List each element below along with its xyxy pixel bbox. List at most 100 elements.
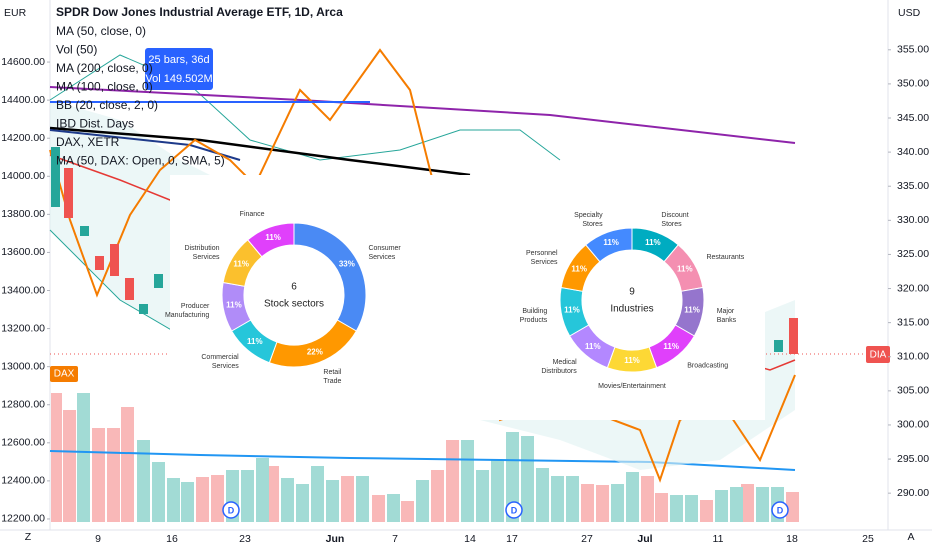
tick-label: 12400.00 — [1, 475, 45, 487]
tick-label: 320.00 — [897, 282, 929, 294]
tick-label: 13200.00 — [1, 322, 45, 334]
dia-price-line — [49, 48, 796, 483]
x-tick-label: 27 — [581, 533, 593, 545]
tick-label: 13000.00 — [1, 360, 45, 372]
donut-category-label: Consumer Services — [368, 245, 401, 261]
donut-value-label: 11% — [233, 260, 249, 269]
tick-label: 12800.00 — [1, 399, 45, 411]
ma-200 — [49, 86, 796, 144]
donut-count: 9 — [629, 287, 635, 298]
x-tick-label: 25 — [862, 533, 874, 545]
tick-label: 13800.00 — [1, 208, 45, 220]
donut-segment — [585, 227, 633, 263]
donut-value-label: 22% — [307, 347, 323, 356]
text-layer: SPDR Dow Jones Industrial Average ETF, 1… — [1, 5, 929, 545]
donut-category-label: Specialty Stores — [574, 212, 603, 228]
x-tick-label: Jul — [637, 533, 652, 545]
tick-label: 12600.00 — [1, 437, 45, 449]
tick-label: 14600.00 — [1, 56, 45, 68]
donut-value-label: 11% — [624, 356, 640, 365]
donut-value-label: 11% — [603, 238, 619, 247]
legend-item: MA (200, close, 0) — [56, 61, 153, 75]
donut-category-label: Restaurants — [706, 254, 744, 261]
event-badge-label: D — [511, 505, 518, 515]
tooltip-line: 25 bars, 36d — [148, 54, 209, 66]
event-badge — [771, 501, 789, 519]
tick-label: 340.00 — [897, 146, 929, 158]
donut-value-label: 11% — [247, 337, 263, 346]
event-badge-label: D — [228, 505, 235, 515]
dia-badge-label: DIA — [870, 350, 887, 361]
tick-label: 335.00 — [897, 180, 929, 192]
donut-value-label: 11% — [684, 306, 700, 315]
donut-panel — [170, 175, 765, 420]
tick-label: 300.00 — [897, 419, 929, 431]
dia-badge — [866, 346, 890, 363]
tick-label: 12200.00 — [1, 513, 45, 525]
tick-label: 350.00 — [897, 78, 929, 90]
donut-value-label: 11% — [571, 265, 587, 274]
donut-category-label: Medical Distributors — [541, 359, 577, 375]
donut-category-label: Finance — [240, 211, 265, 218]
tick-label: 310.00 — [897, 351, 929, 363]
tick-label: 305.00 — [897, 385, 929, 397]
donut-caption: Industries — [610, 304, 653, 315]
tick-label: 14400.00 — [1, 94, 45, 106]
x-tick-label: 16 — [166, 533, 178, 545]
event-badge-label: D — [777, 505, 784, 515]
tick-label: 290.00 — [897, 487, 929, 499]
donut-category-label: Discount Stores — [661, 212, 688, 228]
donut-caption: Stock sectors — [264, 299, 324, 310]
donut-value-label: 11% — [645, 238, 661, 247]
volume-bars — [51, 393, 799, 522]
donut-category-label: Distribution Services — [185, 245, 221, 261]
donut-category-label: Commercial Services — [201, 354, 239, 370]
right-unit: USD — [898, 7, 921, 19]
tick-label: 315.00 — [897, 316, 929, 328]
legend-item: IBD Dist. Days — [56, 117, 134, 131]
donut-value-label: 11% — [226, 301, 242, 310]
left-unit: EUR — [4, 7, 27, 19]
donut-value-label: 33% — [339, 260, 355, 269]
donut-value-label: 11% — [564, 306, 580, 315]
donut-category-label: Retail Trade — [323, 369, 341, 385]
dax-badge — [50, 366, 78, 382]
x-tick-label: Jun — [326, 533, 345, 545]
legend-item: BB (20, close, 2, 0) — [56, 98, 158, 112]
corner-label[interactable]: Z — [25, 531, 32, 543]
tick-label: 345.00 — [897, 112, 929, 124]
donut-category-label: Building Products — [520, 308, 548, 324]
tick-label: 14000.00 — [1, 170, 45, 182]
donut-value-label: 11% — [677, 265, 693, 274]
donut-segment — [247, 222, 295, 258]
event-badge — [222, 501, 240, 519]
tooltip-line: Vol 149.502M — [145, 73, 212, 85]
donut-category-label: Producer Manufacturing — [165, 303, 210, 319]
x-tick-label: 17 — [506, 533, 518, 545]
bb-upper — [49, 54, 561, 161]
donut-count: 6 — [291, 282, 297, 293]
donut-value-label: 11% — [265, 233, 281, 242]
donut-category-label: Broadcasting — [687, 363, 728, 370]
ma-100 — [49, 126, 471, 177]
donut-category-label: Major Banks — [717, 308, 737, 324]
tick-label: 325.00 — [897, 248, 929, 260]
x-tick-label: 11 — [713, 533, 724, 545]
donut-category-label: Personnel Services — [526, 250, 558, 266]
tick-label: 330.00 — [897, 214, 929, 226]
legend-item: Vol (50) — [56, 43, 97, 57]
legend-item: MA (50, close, 0) — [56, 24, 146, 38]
dax-badge-label: DAX — [54, 369, 75, 380]
donut-category-label: Movies/Entertainment — [598, 383, 666, 390]
x-tick-label: 7 — [392, 533, 398, 545]
legend-item: MA (50, DAX: Open, 0, SMA, 5) — [56, 154, 225, 168]
x-tick-label: 9 — [95, 533, 101, 545]
legend-item: DAX, XETR — [56, 135, 120, 149]
x-tick-label: 23 — [239, 533, 251, 545]
tick-label: 13400.00 — [1, 284, 45, 296]
x-tick-label: 14 — [464, 533, 476, 545]
corner-label[interactable]: A — [907, 531, 914, 543]
tick-label: 355.00 — [897, 44, 929, 56]
donut-value-label: 11% — [585, 342, 601, 351]
